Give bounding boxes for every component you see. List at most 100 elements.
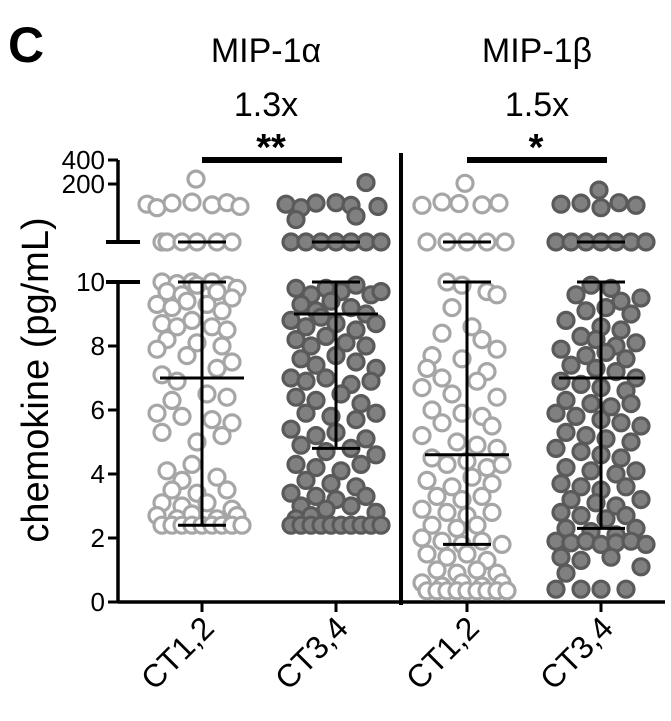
data-point-1-0-45	[467, 515, 487, 535]
y-axis-label: chemokine (pg/mL)	[15, 217, 57, 542]
data-point-0-1-75	[371, 515, 391, 535]
data-point-0-1-49	[286, 454, 306, 474]
data-point-1-1-76	[546, 579, 566, 599]
data-point-0-0-44	[162, 480, 182, 500]
data-point-1-0-13	[432, 368, 452, 388]
data-point-high-0-1-6	[368, 196, 388, 217]
y-tick-label-200: 200	[62, 169, 105, 199]
data-point-0-1-54	[321, 474, 341, 494]
data-point-0-1-34	[306, 390, 326, 410]
data-point-1-0-47	[432, 531, 452, 551]
data-point-0-1-16	[346, 320, 366, 340]
data-point-high-0-0-13	[222, 232, 242, 252]
data-point-high-0-0-3	[162, 193, 182, 213]
data-point-1-1-18	[616, 349, 636, 369]
data-point-1-1-1	[601, 278, 621, 298]
data-point-1-1-45	[581, 461, 601, 481]
data-point-1-0-33	[442, 477, 462, 497]
data-point-1-0-4	[442, 298, 462, 318]
data-point-1-0-55	[427, 560, 447, 580]
data-point-0-0-32	[217, 387, 237, 407]
data-point-high-1-0-3	[449, 193, 469, 214]
data-point-1-1-66	[576, 531, 596, 551]
x-tick-label-0-1: CT3,4	[268, 609, 355, 696]
data-point-1-1-70	[636, 534, 656, 555]
y-tick-label-400: 400	[62, 145, 105, 175]
data-point-1-1-23	[551, 371, 571, 391]
data-point-0-1-42	[306, 426, 326, 446]
data-point-1-0-49	[472, 531, 492, 551]
data-point-high-0-0-5	[202, 195, 222, 215]
data-point-high-1-0-0	[455, 173, 475, 193]
y-tick-label-10: 10	[76, 267, 105, 297]
y-tick-label-4: 4	[91, 459, 105, 489]
data-point-1-1-51	[616, 477, 636, 497]
x-tick-label-1-0: CT1,2	[399, 609, 486, 696]
data-point-1-1-7	[621, 304, 641, 324]
data-point-high-1-1-3	[591, 198, 611, 218]
data-point-1-1-77	[571, 579, 591, 599]
data-point-high-0-0-4	[182, 192, 202, 212]
data-point-1-1-47	[626, 461, 646, 481]
data-point-1-1-15	[551, 339, 571, 359]
data-point-0-0-24	[147, 339, 167, 359]
data-point-1-1-8	[556, 310, 576, 330]
data-point-0-0-43	[207, 467, 227, 487]
data-point-high-1-1-2	[571, 193, 591, 213]
data-point-1-1-28	[581, 394, 601, 414]
data-point-0-1-57	[306, 486, 326, 506]
data-point-1-1-52	[561, 490, 581, 510]
data-point-0-0-11	[147, 294, 167, 314]
data-point-0-1-46	[316, 442, 336, 462]
data-point-1-1-36	[556, 422, 576, 442]
data-point-1-0-22	[482, 416, 502, 436]
significance-stars-1: *	[529, 127, 544, 169]
panel-title-0: MIP-1α	[211, 32, 321, 70]
data-point-1-0-30	[477, 458, 497, 478]
data-point-0-1-33	[286, 387, 306, 407]
data-point-high-1-1-4	[609, 193, 629, 213]
data-point-0-0-35	[202, 410, 222, 430]
data-point-high-0-1-3	[326, 193, 346, 213]
data-point-1-0-3	[487, 285, 507, 305]
data-point-0-1-40	[366, 403, 386, 423]
data-point-1-1-2	[566, 285, 586, 305]
data-point-1-1-0	[581, 275, 601, 295]
data-point-high-0-1-14	[286, 209, 306, 230]
data-point-1-0-35	[482, 474, 502, 494]
data-point-0-0-33	[147, 403, 167, 423]
data-point-0-1-20	[316, 326, 336, 346]
data-point-0-1-56	[281, 483, 301, 503]
data-point-1-0-40	[437, 502, 457, 523]
data-point-0-1-44	[356, 429, 376, 449]
data-point-1-1-49	[571, 477, 591, 497]
data-point-high-0-0-0	[186, 169, 206, 189]
significance-stars-0: **	[256, 127, 286, 169]
data-point-0-1-28	[281, 368, 301, 388]
data-point-1-1-39	[621, 432, 641, 452]
data-point-1-0-23	[412, 426, 432, 446]
data-point-1-1-19	[561, 355, 581, 375]
data-point-0-0-40	[182, 454, 202, 474]
data-point-1-0-51	[417, 544, 437, 564]
y-tick-label-0: 0	[91, 587, 105, 617]
data-point-0-0-15	[212, 301, 232, 321]
data-point-high-1-0-2	[432, 192, 452, 212]
data-point-0-0-20	[217, 320, 237, 340]
data-point-0-1-13	[296, 317, 316, 337]
data-point-1-1-78	[591, 579, 611, 599]
data-point-1-0-46	[412, 528, 432, 548]
data-point-high-0-1-5	[356, 172, 376, 193]
data-point-0-1-22	[356, 336, 376, 356]
data-point-1-0-31	[492, 454, 512, 474]
fold-change-0: 1.3x	[234, 86, 298, 124]
data-point-high-1-0-6	[417, 232, 437, 252]
data-point-1-0-24	[447, 432, 467, 452]
data-point-1-0-16	[442, 384, 462, 404]
data-point-1-1-79	[616, 579, 636, 599]
data-point-0-1-21	[336, 333, 356, 353]
data-point-0-1-4	[346, 275, 366, 295]
data-point-high-0-1-13	[371, 232, 391, 252]
data-point-1-0-32	[417, 470, 437, 490]
data-point-0-1-11	[371, 282, 391, 302]
